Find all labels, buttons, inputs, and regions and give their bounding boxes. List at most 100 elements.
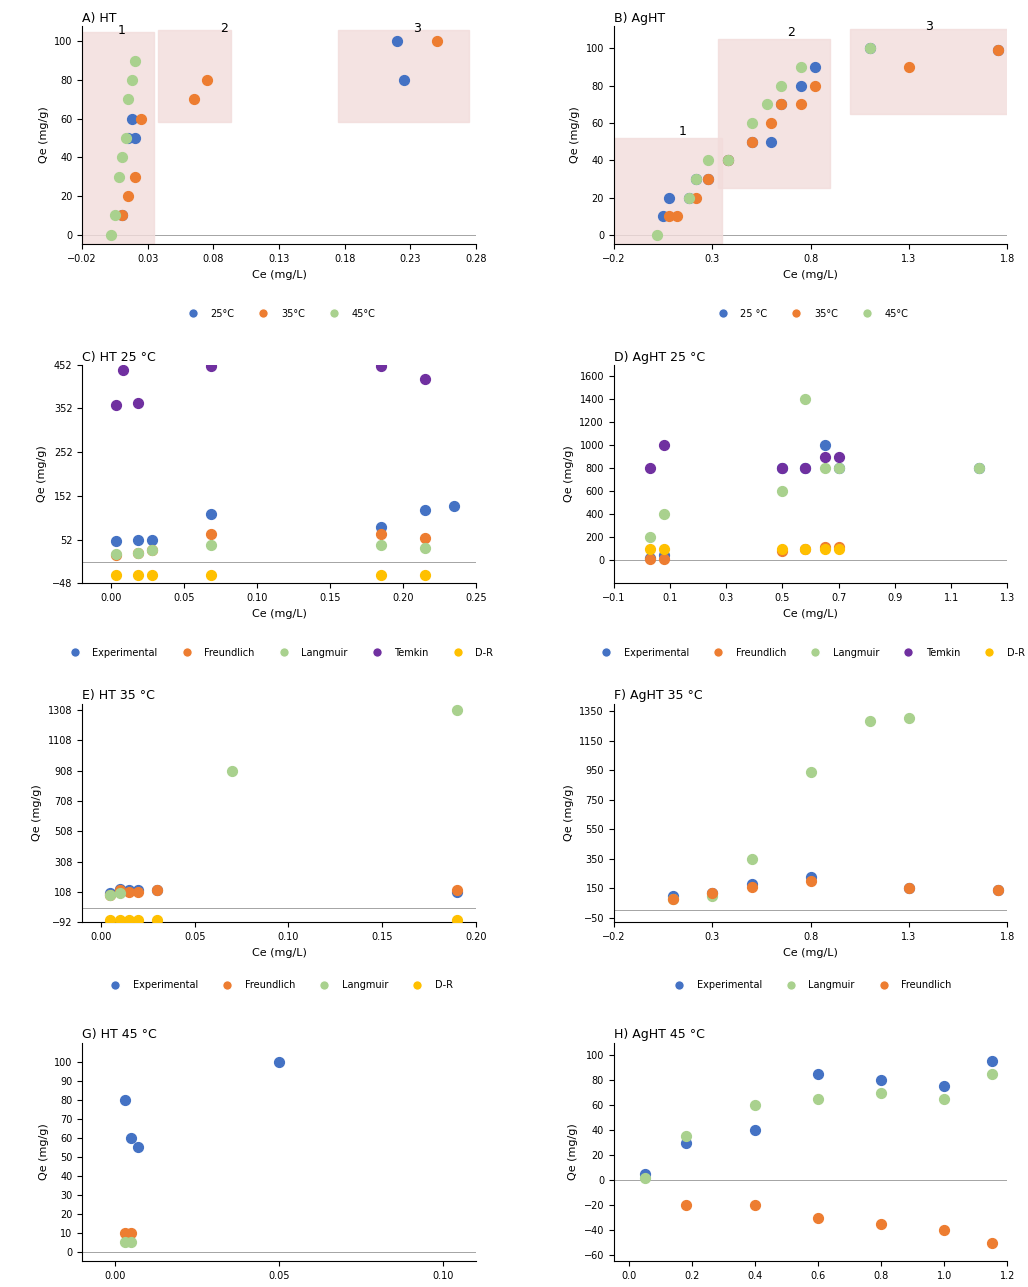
- Point: [774, 458, 791, 479]
- Point: [873, 1214, 889, 1234]
- Legend: Experimental, Freundlich, Langmuir, D-R: Experimental, Freundlich, Langmuir, D-R: [102, 977, 456, 994]
- Point: [700, 169, 717, 189]
- Point: [149, 880, 166, 901]
- Point: [116, 1089, 133, 1109]
- Text: H) AgHT 45 °C: H) AgHT 45 °C: [614, 1028, 704, 1041]
- Point: [649, 225, 665, 246]
- X-axis label: Ce (mg/L): Ce (mg/L): [783, 270, 838, 279]
- Point: [681, 188, 697, 208]
- Point: [416, 564, 433, 584]
- Point: [677, 1126, 694, 1147]
- Point: [704, 885, 721, 906]
- Point: [688, 188, 704, 208]
- Point: [774, 481, 791, 502]
- Point: [120, 89, 137, 109]
- Point: [656, 548, 672, 569]
- Point: [111, 910, 127, 931]
- Point: [446, 495, 463, 516]
- Point: [810, 1207, 827, 1228]
- X-axis label: Ce (mg/L): Ce (mg/L): [783, 609, 838, 619]
- Point: [901, 708, 917, 728]
- FancyBboxPatch shape: [850, 30, 1018, 113]
- Point: [861, 712, 878, 732]
- Point: [429, 31, 445, 51]
- Text: A) HT: A) HT: [82, 12, 117, 24]
- Point: [116, 1223, 133, 1243]
- Point: [416, 528, 433, 548]
- Point: [677, 1133, 694, 1153]
- Y-axis label: Qe (mg/g): Qe (mg/g): [563, 785, 574, 842]
- Point: [120, 127, 137, 148]
- Point: [637, 1167, 654, 1188]
- Point: [203, 505, 219, 525]
- Point: [677, 1194, 694, 1215]
- Point: [113, 205, 130, 225]
- Text: 3: 3: [925, 21, 932, 33]
- Point: [642, 548, 659, 569]
- Point: [126, 166, 143, 187]
- Point: [763, 113, 779, 134]
- Point: [121, 880, 138, 901]
- Text: C) HT 25 °C: C) HT 25 °C: [82, 350, 156, 363]
- Point: [803, 866, 819, 887]
- Point: [203, 524, 219, 544]
- Point: [656, 435, 672, 456]
- Point: [743, 848, 760, 869]
- Point: [664, 885, 681, 906]
- Y-axis label: Qe (mg/g): Qe (mg/g): [33, 785, 42, 842]
- Point: [102, 883, 118, 903]
- Point: [123, 1232, 140, 1252]
- Text: 1: 1: [117, 24, 125, 37]
- Point: [144, 564, 160, 584]
- Point: [111, 878, 127, 898]
- Point: [901, 57, 917, 77]
- Point: [103, 224, 119, 245]
- Point: [773, 94, 790, 115]
- Point: [131, 882, 147, 902]
- Y-axis label: Qe (mg/g): Qe (mg/g): [39, 107, 48, 163]
- Point: [937, 1076, 953, 1097]
- Point: [149, 910, 166, 931]
- Point: [108, 395, 124, 416]
- Point: [203, 534, 219, 555]
- Point: [668, 206, 685, 227]
- Point: [120, 185, 137, 206]
- Point: [720, 151, 736, 171]
- Point: [831, 538, 847, 559]
- Point: [759, 94, 775, 115]
- Point: [373, 564, 390, 584]
- Point: [373, 517, 390, 538]
- Point: [130, 564, 146, 584]
- Point: [937, 1089, 953, 1109]
- Point: [642, 548, 659, 569]
- Point: [130, 393, 146, 413]
- Point: [102, 884, 118, 905]
- Point: [102, 910, 118, 931]
- Point: [797, 538, 813, 559]
- Point: [149, 880, 166, 901]
- Point: [773, 75, 790, 95]
- Point: [203, 355, 219, 376]
- Point: [816, 537, 833, 557]
- Point: [806, 75, 822, 95]
- Point: [797, 389, 813, 409]
- Point: [901, 878, 917, 898]
- Point: [793, 75, 809, 95]
- Point: [130, 529, 146, 550]
- Point: [901, 878, 917, 898]
- FancyBboxPatch shape: [338, 30, 470, 122]
- Text: 2: 2: [787, 26, 795, 39]
- Text: B) AgHT: B) AgHT: [614, 12, 665, 24]
- Point: [656, 538, 672, 559]
- Point: [130, 542, 146, 562]
- Point: [389, 31, 405, 51]
- Text: 1: 1: [678, 125, 687, 138]
- Point: [642, 458, 659, 479]
- Point: [831, 458, 847, 479]
- Text: D) AgHT 25 °C: D) AgHT 25 °C: [614, 350, 705, 363]
- Point: [688, 169, 704, 189]
- Point: [108, 532, 124, 552]
- Point: [816, 458, 833, 479]
- Point: [664, 888, 681, 909]
- Point: [270, 1051, 287, 1072]
